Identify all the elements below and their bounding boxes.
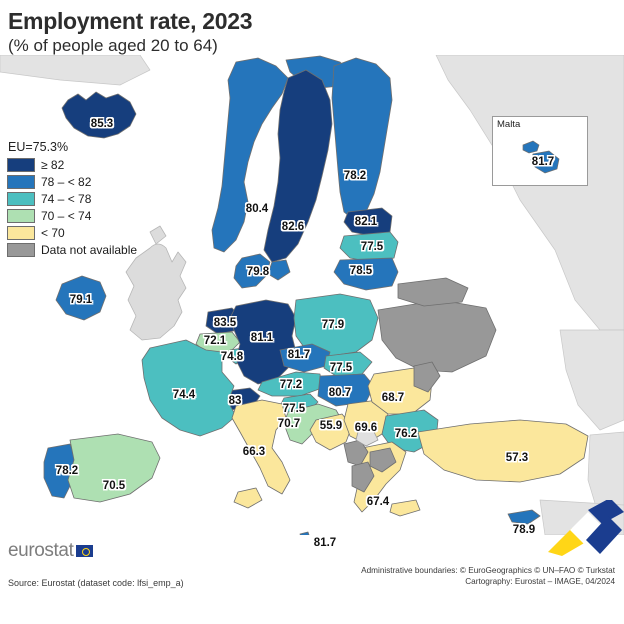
united-kingdom — [125, 225, 187, 341]
country-sardinia-sicily — [233, 487, 263, 509]
country-ukraine — [377, 299, 497, 373]
country-denmark-zealand — [267, 259, 291, 281]
legend-label-78-82: 78 – < 82 — [41, 175, 92, 189]
legend-swatch-lt70 — [7, 226, 35, 240]
country-spain — [67, 433, 161, 503]
country-finland — [331, 57, 393, 221]
legend: EU=75.3% ≥ 82 78 – < 82 74 – < 78 70 – <… — [7, 140, 137, 259]
legend-item-70-74: 70 – < 74 — [7, 208, 137, 224]
country-denmark — [233, 253, 271, 289]
legend-item-74-78: 74 – < 78 — [7, 191, 137, 207]
malta-inset-title: Malta — [497, 119, 521, 130]
legend-label-no-data: Data not available — [41, 243, 138, 257]
legend-label-ge82: ≥ 82 — [41, 158, 65, 172]
legend-item-no-data: Data not available — [7, 242, 137, 258]
country-kosovo — [355, 427, 379, 447]
legend-swatch-70-74 — [7, 209, 35, 223]
decorative-ribbon — [548, 500, 624, 556]
country-italy — [231, 399, 291, 495]
attribution-note: Administrative boundaries: © EuroGeograp… — [361, 565, 615, 587]
legend-item-ge82: ≥ 82 — [7, 157, 137, 173]
country-ireland — [55, 275, 107, 321]
country-north-macedonia — [369, 447, 397, 473]
malta-inset-panel: Malta 81.7 — [492, 116, 588, 186]
country-poland — [293, 293, 379, 357]
eu-average-label: EU=75.3% — [8, 140, 69, 154]
country-sweden — [263, 69, 333, 263]
source-note: Source: Eurostat (dataset code: lfsi_emp… — [8, 578, 184, 588]
attribution-line-1: Administrative boundaries: © EuroGeograp… — [361, 566, 615, 575]
no-data-regions — [343, 277, 497, 493]
country-france — [141, 339, 237, 437]
eurostat-wordmark: eurostat — [8, 540, 74, 561]
page-title: Employment rate, 2023 — [8, 8, 253, 34]
legend-label-70-74: 70 – < 74 — [41, 209, 92, 223]
legend-label-74-78: 74 – < 78 — [41, 192, 92, 206]
country-malta-main — [299, 531, 310, 535]
legend-swatch-74-78 — [7, 192, 35, 206]
attribution-line-2: Cartography: Eurostat – IMAGE, 04/2024 — [465, 577, 615, 586]
eu-flag-icon — [76, 545, 94, 557]
country-albania — [351, 461, 375, 493]
legend-swatch-ge82 — [7, 158, 35, 172]
legend-label-lt70: < 70 — [41, 226, 65, 240]
country-iceland — [61, 91, 137, 139]
eurostat-logo: eurostat — [8, 540, 94, 562]
malta-inset-map — [522, 140, 560, 174]
page-subtitle: (% of people aged 20 to 64) — [8, 36, 218, 55]
country-austria — [257, 371, 323, 397]
country-turkiye — [417, 419, 589, 483]
country-moldova — [413, 361, 441, 393]
legend-item-lt70: < 70 — [7, 225, 137, 241]
country-lithuania — [333, 257, 399, 291]
legend-swatch-78-82 — [7, 175, 35, 189]
country-cyprus — [507, 509, 541, 525]
country-belarus — [397, 277, 469, 307]
country-norway — [211, 57, 289, 253]
country-bosnia — [309, 413, 353, 451]
legend-item-78-82: 78 – < 82 — [7, 174, 137, 190]
legend-swatch-no-data — [7, 243, 35, 257]
country-crete — [389, 499, 421, 517]
